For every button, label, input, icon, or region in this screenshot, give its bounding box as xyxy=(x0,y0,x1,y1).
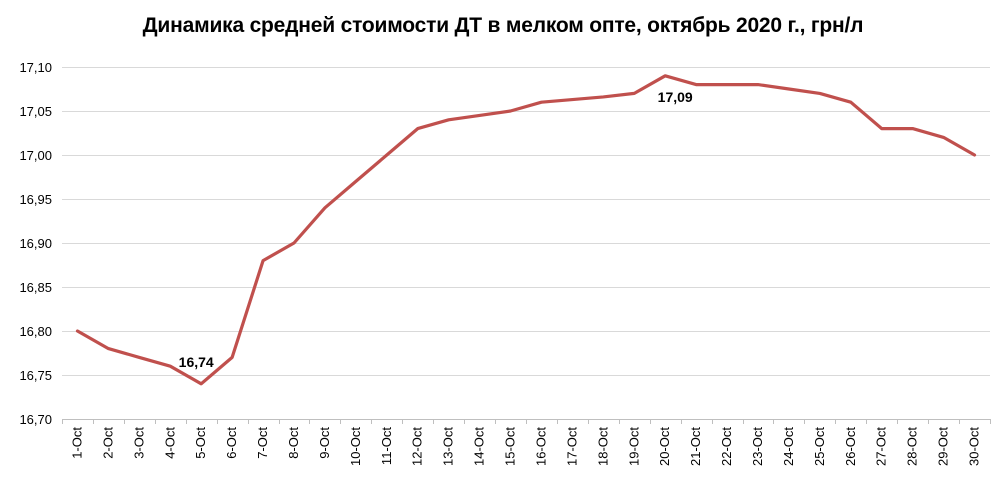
y-tick-label: 16,70 xyxy=(19,412,52,427)
y-tick-label: 16,80 xyxy=(19,324,52,339)
y-tick-label: 17,00 xyxy=(19,148,52,163)
x-tick-label: 11-Oct xyxy=(379,427,394,465)
y-tick-label: 17,10 xyxy=(19,60,52,75)
x-tick-label: 5-Oct xyxy=(193,427,208,459)
x-tick-label: 8-Oct xyxy=(286,427,301,459)
x-tick-label: 24-Oct xyxy=(781,427,796,466)
x-tick-label: 4-Oct xyxy=(162,427,177,459)
x-tick-label: 30-Oct xyxy=(967,427,982,466)
x-tick-label: 20-Oct xyxy=(657,427,672,466)
x-tick-label: 13-Oct xyxy=(441,427,456,466)
x-tick-label: 19-Oct xyxy=(626,427,641,466)
x-tick-label: 2-Oct xyxy=(100,427,115,459)
x-tick-label: 15-Oct xyxy=(503,427,518,466)
x-tick-label: 27-Oct xyxy=(874,427,889,466)
series-line xyxy=(75,74,977,386)
gridlines xyxy=(62,67,990,376)
x-tick-label: 28-Oct xyxy=(905,427,920,466)
x-tick-label: 16-Oct xyxy=(533,427,548,466)
y-tick-label: 16,75 xyxy=(19,368,52,383)
x-tick-label: 10-Oct xyxy=(348,427,363,466)
x-tick-label: 6-Oct xyxy=(224,427,239,459)
x-tick-label: 25-Oct xyxy=(812,427,827,466)
y-tick-label: 17,05 xyxy=(19,104,52,119)
x-tick-label: 9-Oct xyxy=(317,427,332,459)
chart-title: Динамика средней стоимости ДТ в мелком о… xyxy=(142,14,864,37)
x-tick-label: 23-Oct xyxy=(750,427,765,466)
data-label: 16,74 xyxy=(179,354,214,370)
x-tick-label: 21-Oct xyxy=(688,427,703,466)
y-tick-label: 16,95 xyxy=(19,192,52,207)
y-tick-label: 16,90 xyxy=(19,236,52,251)
x-tick-label: 18-Oct xyxy=(595,427,610,466)
data-points xyxy=(75,74,976,386)
data-label: 17,09 xyxy=(658,89,693,105)
x-tick-label: 3-Oct xyxy=(131,427,146,459)
x-tick-label: 1-Oct xyxy=(69,427,84,459)
x-tick-label: 14-Oct xyxy=(472,427,487,466)
x-tick-label: 22-Oct xyxy=(719,427,734,466)
x-tick-label: 26-Oct xyxy=(843,427,858,466)
x-tick-label: 7-Oct xyxy=(255,427,270,459)
x-tick-label: 12-Oct xyxy=(410,427,425,466)
x-tick-label: 29-Oct xyxy=(936,427,951,466)
x-tick-label: 17-Oct xyxy=(564,427,579,466)
y-tick-label: 16,85 xyxy=(19,280,52,295)
